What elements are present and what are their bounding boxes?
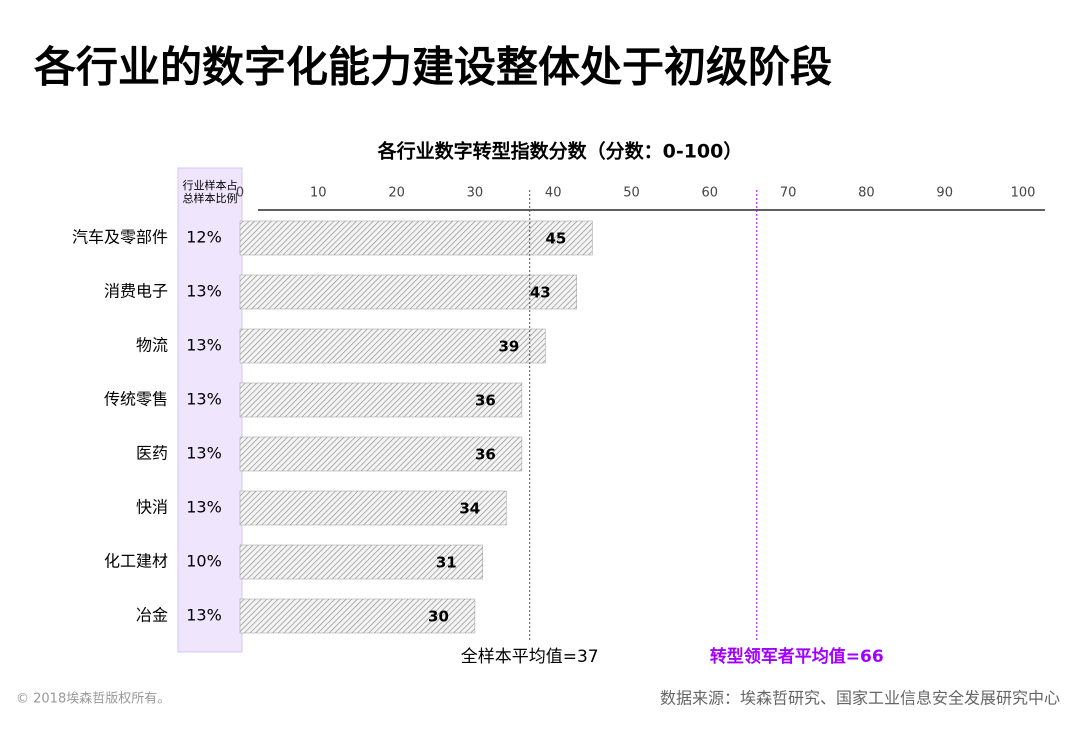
- bar: [239, 382, 523, 418]
- category-label: 冶金: [136, 606, 168, 625]
- category-label: 医药: [136, 444, 168, 463]
- bar: [239, 274, 577, 310]
- bar: [239, 328, 546, 364]
- share-label: 13%: [186, 444, 222, 463]
- value-label: 45: [545, 230, 566, 248]
- x-tick-label: 60: [702, 186, 719, 201]
- x-tick-label: 0: [236, 186, 244, 201]
- bar: [239, 598, 476, 634]
- share-header: 行业样本占: [183, 178, 238, 192]
- share-label: 13%: [186, 498, 222, 517]
- share-label: 13%: [186, 390, 222, 409]
- x-tick-label: 30: [467, 186, 484, 201]
- x-tick-label: 50: [623, 186, 640, 201]
- bar: [239, 490, 507, 526]
- share-header: 总样本比例: [183, 191, 238, 205]
- x-tick-label: 100: [1011, 186, 1036, 201]
- category-label: 传统零售: [104, 390, 168, 409]
- bar: [239, 544, 483, 580]
- category-label: 消费电子: [104, 282, 168, 301]
- x-tick-label: 40: [545, 186, 562, 201]
- x-tick-label: 20: [388, 186, 405, 201]
- x-tick-label: 80: [858, 186, 875, 201]
- category-label: 物流: [136, 336, 168, 355]
- bar: [239, 436, 523, 472]
- value-label: 31: [436, 554, 457, 572]
- category-label: 汽车及零部件: [72, 228, 168, 247]
- reference-label: 全样本平均值=37: [461, 647, 599, 667]
- chart-title: 各行业数字转型指数分数（分数：0-100）: [377, 140, 743, 163]
- value-label: 36: [475, 392, 496, 410]
- value-label: 36: [475, 446, 496, 464]
- x-tick-label: 90: [936, 186, 953, 201]
- share-label: 10%: [186, 552, 222, 571]
- value-label: 39: [498, 338, 519, 356]
- share-label: 12%: [186, 228, 222, 247]
- share-label: 13%: [186, 282, 222, 301]
- bar: [239, 220, 593, 256]
- share-label: 13%: [186, 606, 222, 625]
- value-label: 30: [428, 608, 449, 626]
- reference-label: 转型领军者平均值=66: [710, 646, 884, 667]
- share-column: [177, 167, 243, 653]
- x-tick-label: 10: [310, 186, 327, 201]
- source: 数据来源：埃森哲研究、国家工业信息安全发展研究中心: [660, 689, 1060, 708]
- page-title: 各行业的数字化能力建设整体处于初级阶段: [34, 43, 832, 92]
- value-label: 43: [530, 284, 551, 302]
- x-tick-label: 70: [780, 186, 797, 201]
- share-label: 13%: [186, 336, 222, 355]
- category-label: 快消: [136, 498, 168, 517]
- value-label: 34: [459, 500, 480, 518]
- category-label: 化工建材: [104, 552, 168, 571]
- copyright: © 2018埃森哲版权所有。: [16, 691, 170, 707]
